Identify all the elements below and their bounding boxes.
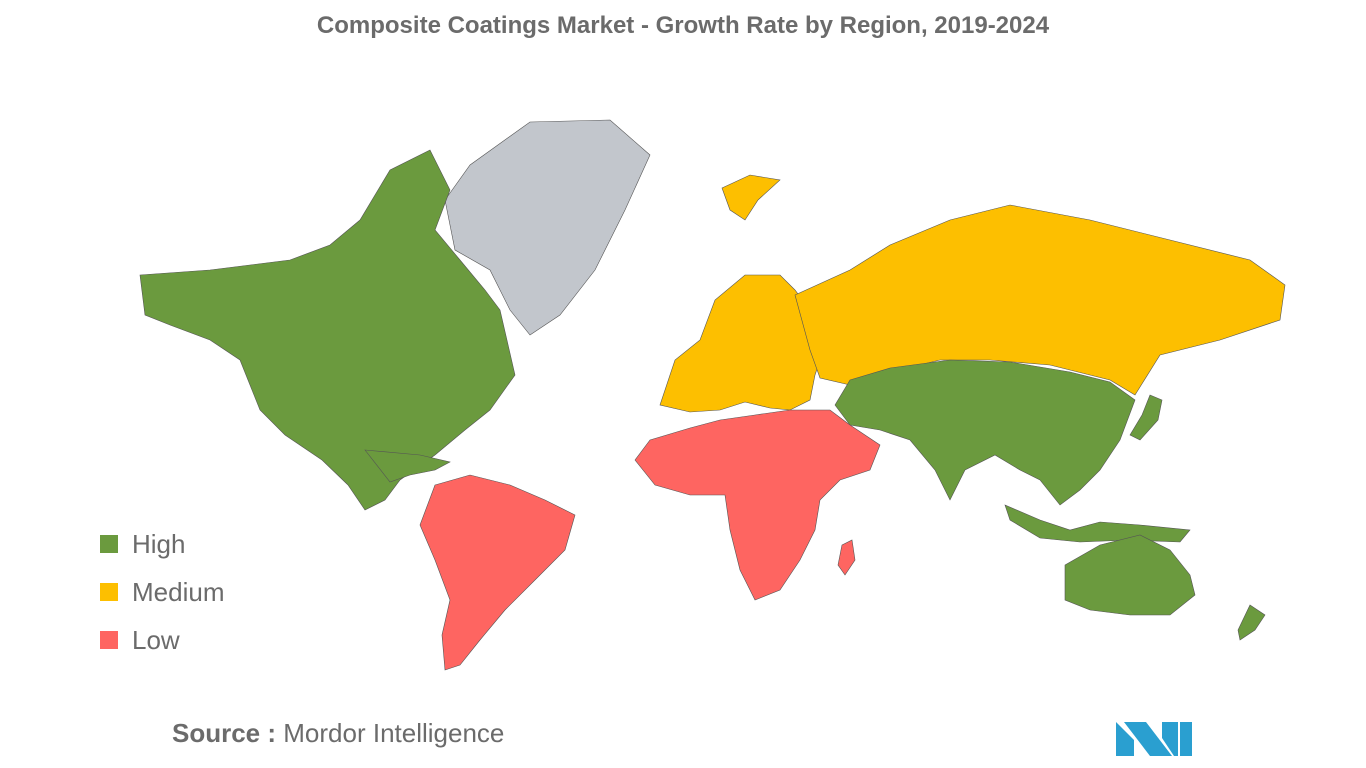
region-russia xyxy=(794,204,1286,396)
region-new-zealand xyxy=(1237,604,1266,641)
source-label: Source : xyxy=(172,718,277,748)
region-se-asia xyxy=(1004,504,1191,543)
legend: High Medium Low xyxy=(100,520,224,664)
legend-swatch-high xyxy=(100,535,118,553)
legend-label-low: Low xyxy=(132,624,180,655)
region-madagascar xyxy=(837,539,856,576)
world-map xyxy=(139,119,1286,671)
region-central-america xyxy=(364,449,451,483)
mordor-intelligence-logo xyxy=(1116,722,1192,756)
region-svalbard xyxy=(721,174,781,221)
region-greenland xyxy=(444,119,651,336)
region-japan xyxy=(1129,394,1163,441)
legend-swatch-low xyxy=(100,631,118,649)
region-africa-middle-east xyxy=(634,409,881,601)
region-asia xyxy=(834,359,1136,506)
map-title: Composite Coatings Market - Growth Rate … xyxy=(316,12,1050,39)
region-australia xyxy=(1064,534,1196,616)
source-value: Mordor Intelligence xyxy=(283,718,505,748)
region-north-america xyxy=(139,149,516,511)
logo-shape-left xyxy=(1116,722,1134,756)
legend-label-medium: Medium xyxy=(132,576,225,607)
source-line: Source : Mordor Intelligence xyxy=(172,718,504,749)
legend-item-high: High xyxy=(100,520,224,568)
legend-swatch-medium xyxy=(100,583,118,601)
legend-item-low: Low xyxy=(100,616,224,664)
legend-item-medium: Medium xyxy=(100,568,224,616)
region-south-america xyxy=(419,474,576,671)
logo-shape-far-right xyxy=(1180,722,1192,756)
legend-label-high: High xyxy=(132,528,186,559)
logo-shape-right xyxy=(1162,722,1178,756)
logo-shape-mid xyxy=(1124,722,1172,756)
